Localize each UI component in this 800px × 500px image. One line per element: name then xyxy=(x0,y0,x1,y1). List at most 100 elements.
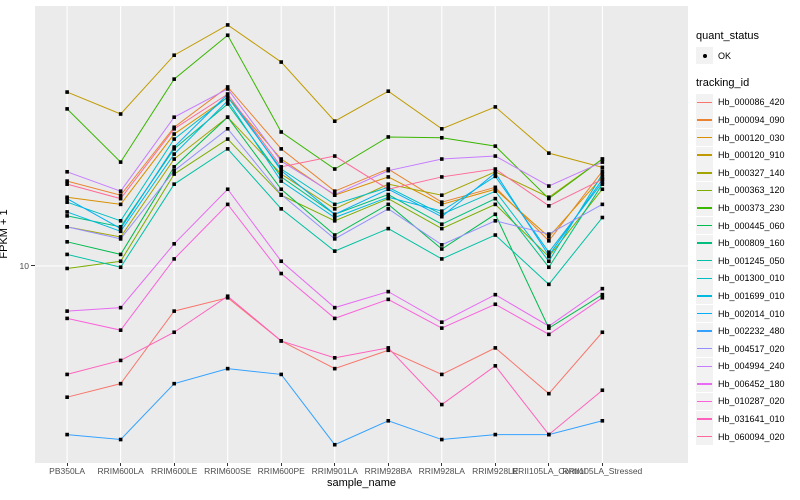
data-point xyxy=(439,247,444,251)
data-point xyxy=(279,271,284,276)
legend-label: Hb_000445_060 xyxy=(718,220,785,231)
data-point xyxy=(225,115,230,119)
data-point xyxy=(65,309,69,313)
data-point xyxy=(172,172,176,176)
data-point xyxy=(439,157,444,161)
data-point xyxy=(600,180,605,185)
legend-key xyxy=(696,129,713,147)
x-tick-label-RRIM600SE: RRIM600SE xyxy=(204,466,252,476)
data-point xyxy=(172,53,176,58)
x-tick-label-PB350LA: PB350LA xyxy=(49,466,86,476)
data-point xyxy=(547,204,551,208)
legend-key xyxy=(696,93,713,111)
data-point xyxy=(172,165,176,169)
data-point xyxy=(600,177,605,182)
data-point xyxy=(279,165,284,169)
y-axis-tick-label: 10 xyxy=(19,261,29,271)
data-point xyxy=(65,182,69,186)
legend-key xyxy=(696,111,713,129)
data-point xyxy=(600,175,605,179)
data-point xyxy=(600,215,605,220)
data-point xyxy=(65,200,69,204)
data-point xyxy=(386,289,391,294)
data-point xyxy=(225,366,230,371)
data-point xyxy=(493,292,498,297)
data-point xyxy=(225,95,230,99)
data-point xyxy=(600,295,605,300)
data-point xyxy=(332,119,337,123)
data-point xyxy=(547,432,551,437)
x-tick-mark xyxy=(601,463,603,466)
data-point xyxy=(547,235,551,239)
legend-item-Hb_060094_020: Hb_060094_020 xyxy=(696,428,800,446)
legend-key xyxy=(696,375,713,393)
legend-item-Hb_001699_010: Hb_001699_010 xyxy=(696,287,800,305)
legend-key xyxy=(696,234,713,252)
x-tick-label-RRIM600LE: RRIM600LE xyxy=(151,466,198,476)
legend-line-swatch-icon xyxy=(697,383,712,385)
data-point xyxy=(493,364,498,368)
data-point xyxy=(332,154,337,158)
x-tick-mark xyxy=(441,463,443,466)
data-point xyxy=(600,286,605,291)
legend-label: Hb_000327_140 xyxy=(718,167,785,178)
legend-item-Hb_000120_910: Hb_000120_910 xyxy=(696,146,800,164)
legend-key xyxy=(696,217,713,235)
legend-item-Hb_000094_090: Hb_000094_090 xyxy=(696,111,800,129)
series-points-Hb_010287_020 xyxy=(65,202,605,337)
x-tick-mark xyxy=(120,463,122,466)
data-point xyxy=(279,130,284,134)
data-point xyxy=(547,326,551,330)
data-point xyxy=(172,77,176,81)
data-point xyxy=(439,214,444,219)
data-point xyxy=(279,207,284,211)
legend-line-swatch-icon xyxy=(697,312,712,315)
data-point xyxy=(547,332,551,337)
data-point xyxy=(600,172,605,176)
data-point xyxy=(493,144,498,148)
x-tick-mark xyxy=(548,463,550,466)
legend-item-Hb_010287_020: Hb_010287_020 xyxy=(696,392,800,411)
data-point xyxy=(332,192,337,197)
data-point xyxy=(386,346,391,350)
legend-item-ok: OK xyxy=(696,47,800,65)
data-point xyxy=(439,243,444,247)
data-point xyxy=(386,226,391,231)
data-point xyxy=(547,184,551,188)
x-tick-mark xyxy=(280,463,282,466)
data-point xyxy=(172,330,176,335)
data-point xyxy=(386,182,391,186)
data-point xyxy=(172,182,176,186)
legend-label: Hb_004994_240 xyxy=(718,361,785,372)
legend-line-swatch-icon xyxy=(697,172,712,174)
data-point xyxy=(65,196,69,201)
data-point xyxy=(279,339,284,343)
data-point xyxy=(493,202,498,207)
legend-label: Hb_001245_050 xyxy=(718,255,785,266)
x-tick-label-RRIM928BA: RRIM928BA xyxy=(364,466,412,476)
legend-line-swatch-icon xyxy=(697,242,712,244)
data-point xyxy=(386,192,391,197)
data-point xyxy=(118,381,123,386)
data-point xyxy=(172,127,176,131)
data-point xyxy=(439,226,444,231)
legend-line-swatch-icon xyxy=(697,418,712,420)
legend-label: Hb_001699_010 xyxy=(718,290,785,301)
legend-item-Hb_004517_020: Hb_004517_020 xyxy=(696,340,800,358)
legend-item-Hb_001300_010: Hb_001300_010 xyxy=(696,269,800,288)
series-points-Hb_060094_020 xyxy=(65,92,605,208)
data-point xyxy=(118,229,123,234)
data-point xyxy=(65,225,69,229)
data-point xyxy=(439,200,444,204)
data-point xyxy=(547,232,551,236)
legend-line-swatch-icon xyxy=(697,295,712,297)
legend-label: Hb_002232_480 xyxy=(718,326,785,337)
data-point xyxy=(172,168,176,173)
data-point xyxy=(493,171,498,175)
data-point xyxy=(65,214,69,218)
data-point xyxy=(172,381,176,386)
legend-key xyxy=(696,181,713,199)
x-axis-title: sample_name xyxy=(326,477,397,489)
data-point xyxy=(439,209,444,213)
data-point xyxy=(386,175,391,179)
